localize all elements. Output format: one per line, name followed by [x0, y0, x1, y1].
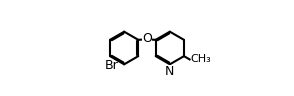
Text: O: O [142, 32, 152, 45]
Text: CH₃: CH₃ [190, 54, 211, 64]
Text: N: N [165, 65, 175, 78]
Text: Br: Br [104, 59, 118, 72]
